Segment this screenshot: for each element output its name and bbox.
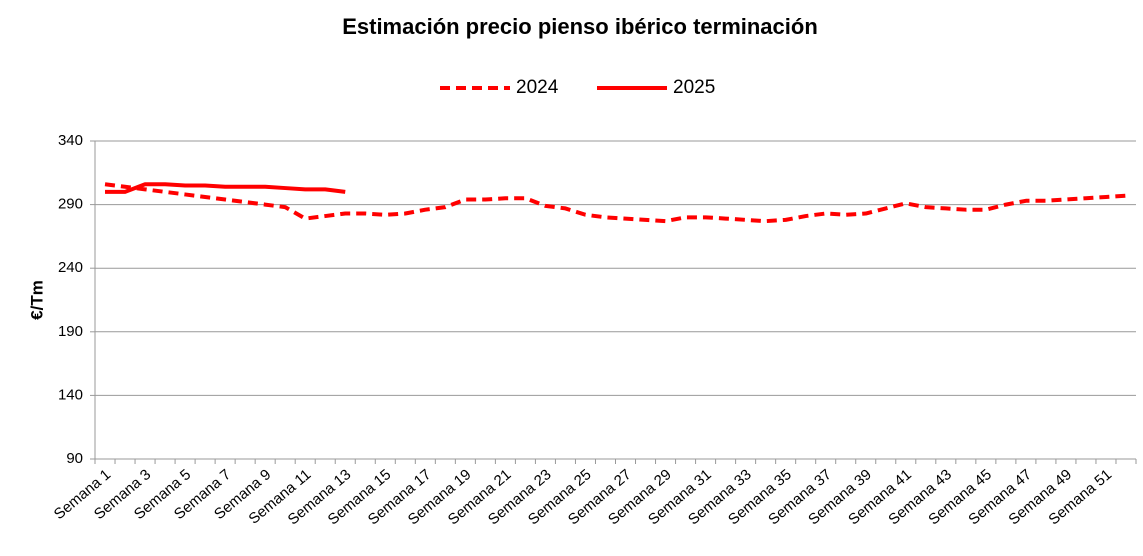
y-tick-label: 240 <box>58 259 83 276</box>
y-tick-label: 190 <box>58 323 83 340</box>
y-axis-label: €/Tm <box>27 280 46 320</box>
line-series <box>104 182 1127 224</box>
line-series <box>105 182 346 194</box>
y-tick-label: 290 <box>58 196 83 213</box>
chart-title: Estimación precio pienso ibérico termina… <box>342 14 818 39</box>
y-tick-label: 90 <box>66 450 83 467</box>
legend-label: 2024 <box>516 77 559 98</box>
y-tick-label: 340 <box>58 132 83 149</box>
legend-label: 2025 <box>673 77 715 98</box>
y-tick-label: 140 <box>58 386 83 403</box>
